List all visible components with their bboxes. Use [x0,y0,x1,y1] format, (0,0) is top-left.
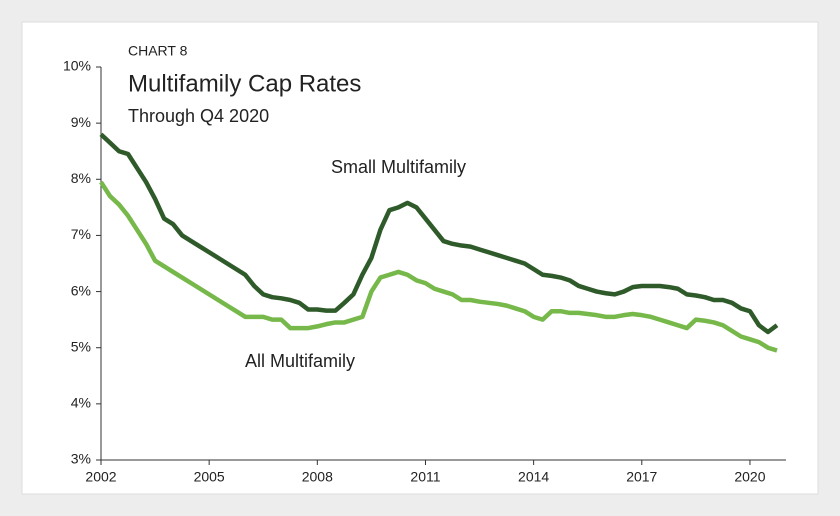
chart-title: Multifamily Cap Rates [128,70,361,97]
x-tick-label: 2014 [518,469,549,485]
y-tick-label: 10% [63,58,91,74]
chart-subtitle: Through Q4 2020 [128,106,269,126]
x-tick-label: 2008 [302,469,333,485]
x-tick-label: 2005 [194,469,225,485]
x-tick-label: 2020 [734,469,765,485]
series-line [99,132,779,335]
y-tick-label: 9% [71,114,91,130]
chart-label: CHART 8 [128,43,188,59]
y-tick-label: 7% [71,226,91,242]
y-tick-label: 8% [71,170,91,186]
x-tick-label: 2011 [410,469,440,485]
annotation: Small Multifamily [331,157,466,177]
x-tick-label: 2017 [626,469,657,485]
x-tick-label: 2002 [85,469,116,485]
series-line [99,180,778,353]
annotation: All Multifamily [245,351,355,371]
y-tick-label: 6% [71,282,91,298]
y-tick-label: 4% [71,395,91,411]
y-tick-label: 3% [71,451,91,467]
y-tick-label: 5% [71,338,91,354]
